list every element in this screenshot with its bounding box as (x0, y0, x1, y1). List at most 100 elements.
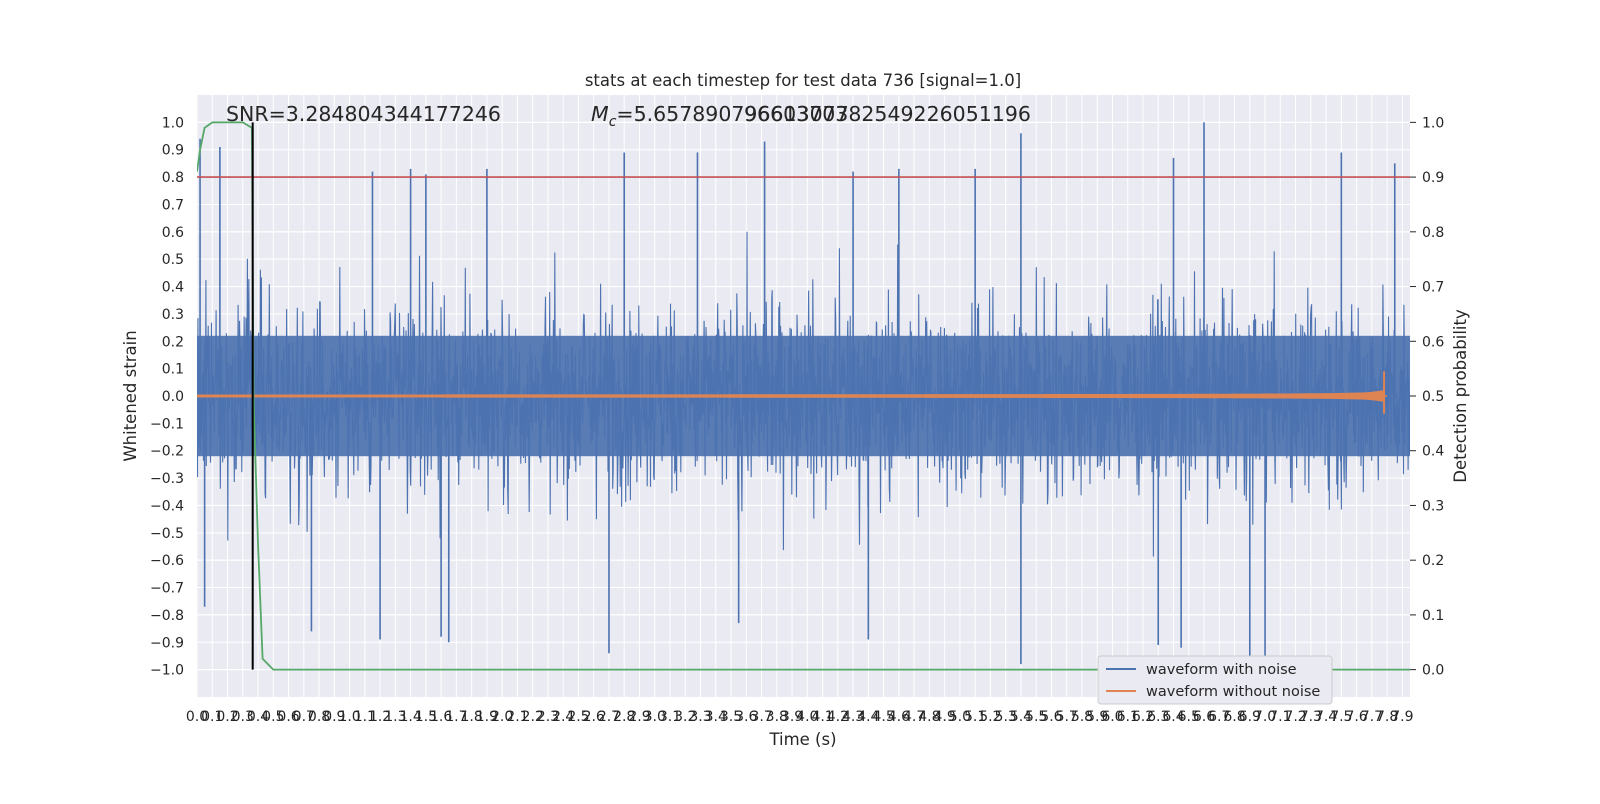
y2-tick-label: 0.4 (1422, 444, 1444, 460)
legend-label-noise: waveform with noise (1146, 662, 1297, 678)
x-tick-label: 2.4 (552, 709, 574, 725)
x-axis-ticks: 0.00.10.20.30.40.50.60.70.80.91.01.11.21… (186, 709, 1414, 725)
x-tick-label: 1.8 (461, 709, 483, 725)
x-tick-label: 5.2 (979, 709, 1001, 725)
x-axis-label: Time (s) (768, 730, 836, 749)
x-tick-label: 4.3 (842, 709, 864, 725)
overlap-annotation: 9660370382549226051196 (744, 102, 1031, 126)
x-tick-label: 3.3 (689, 709, 711, 725)
x-tick-label: 0.2 (216, 709, 238, 725)
x-tick-label: 0.4 (247, 709, 269, 725)
x-tick-label: 4.9 (934, 709, 956, 725)
x-tick-label: 5.9 (1086, 709, 1108, 725)
x-tick-label: 3.6 (735, 709, 757, 725)
x-tick-label: 7.7 (1361, 709, 1383, 725)
x-tick-label: 6.8 (1223, 709, 1245, 725)
x-tick-label: 5.4 (1010, 709, 1032, 725)
y2-tick-label: 0.8 (1422, 225, 1444, 241)
y-tick-label: 0.1 (162, 362, 184, 378)
x-tick-label: 1.2 (369, 709, 391, 725)
x-tick-label: 3.1 (659, 709, 681, 725)
x-tick-label: 1.1 (354, 709, 376, 725)
x-tick-label: 2.0 (491, 709, 513, 725)
y2-tick-label: 0.0 (1422, 663, 1444, 679)
y-tick-label: −1.0 (150, 663, 184, 679)
x-tick-label: 7.9 (1391, 709, 1413, 725)
x-tick-label: 7.8 (1376, 709, 1398, 725)
x-tick-label: 3.2 (674, 709, 696, 725)
y-tick-label: −0.9 (150, 635, 184, 651)
y2-tick-label: 0.3 (1422, 498, 1444, 514)
x-tick-label: 7.4 (1315, 709, 1337, 725)
y-tick-label: −0.8 (150, 608, 184, 624)
y2-tick-label: 0.7 (1422, 280, 1444, 296)
x-tick-label: 4.6 (888, 709, 910, 725)
y2-axis-ticks: 0.0 0.1 0.2 0.3 0.4 0.5 0.6 0.7 0.8 0.9 1.0 (1410, 115, 1444, 679)
x-tick-label: 0.3 (232, 709, 254, 725)
x-tick-label: 7.0 (1254, 709, 1276, 725)
mc-subscript: c (609, 114, 617, 130)
x-tick-label: 7.5 (1330, 709, 1352, 725)
x-tick-label: 6.0 (1101, 709, 1123, 725)
x-tick-label: 1.7 (445, 709, 467, 725)
x-tick-label: 1.3 (384, 709, 406, 725)
x-tick-label: 0.0 (186, 709, 208, 725)
y-tick-label: 0.7 (162, 197, 184, 213)
y-tick-label: −0.1 (150, 416, 184, 432)
x-tick-label: 0.6 (277, 709, 299, 725)
x-tick-label: 1.5 (415, 709, 437, 725)
y-axis-label: Whitened strain (121, 330, 140, 461)
legend-label-clean: waveform without noise (1146, 684, 1320, 700)
y-tick-label: 0.5 (162, 252, 184, 268)
y-tick-label: 0.9 (162, 143, 184, 159)
mc-symbol: M (591, 102, 609, 126)
y2-tick-label: 0.9 (1422, 170, 1444, 186)
x-tick-label: 6.2 (1132, 709, 1154, 725)
y-tick-label: 0.8 (162, 170, 184, 186)
x-tick-label: 2.1 (506, 709, 528, 725)
x-tick-label: 1.9 (476, 709, 498, 725)
x-tick-label: 5.6 (1040, 709, 1062, 725)
probability-line (197, 121, 1410, 671)
x-tick-label: 3.9 (781, 709, 803, 725)
x-tick-label: 1.0 (338, 709, 360, 725)
y2-axis-label: Detection probability (1451, 309, 1470, 483)
x-tick-label: 4.2 (827, 709, 849, 725)
x-tick-label: 3.5 (720, 709, 742, 725)
y2-tick-label: 0.2 (1422, 553, 1444, 569)
y-tick-label: 0.2 (162, 334, 184, 350)
x-tick-label: 6.4 (1162, 709, 1184, 725)
x-tick-label: 7.2 (1284, 709, 1306, 725)
x-tick-label: 6.9 (1239, 709, 1261, 725)
series-detection-probability (197, 121, 1410, 671)
x-tick-label: 5.0 (949, 709, 971, 725)
y-tick-label: −0.3 (150, 471, 184, 487)
chart-title: stats at each timestep for test data 736… (585, 71, 1021, 90)
y-tick-label: −0.7 (150, 581, 184, 597)
x-tick-label: 4.5 (872, 709, 894, 725)
y-tick-label: 0.4 (162, 280, 184, 296)
x-tick-label: 3.7 (750, 709, 772, 725)
x-tick-label: 2.6 (583, 709, 605, 725)
x-tick-label: 3.8 (766, 709, 788, 725)
x-tick-label: 7.1 (1269, 709, 1291, 725)
y-tick-label: −0.5 (150, 526, 184, 542)
y-tick-label: −0.2 (150, 444, 184, 460)
y-tick-label: 0.3 (162, 307, 184, 323)
reference-lines (197, 122, 1410, 670)
x-tick-label: 7.3 (1300, 709, 1322, 725)
y-axis-ticks: −1.0 −0.9 −0.8 −0.7 −0.6 −0.5 −0.4 −0.3 −0.2 −0.1… (150, 115, 184, 678)
x-tick-label: 5.5 (1025, 709, 1047, 725)
x-tick-label: 0.8 (308, 709, 330, 725)
x-tick-label: 4.1 (811, 709, 833, 725)
x-tick-label: 3.4 (705, 709, 727, 725)
x-tick-label: 6.6 (1193, 709, 1215, 725)
x-tick-label: 4.4 (857, 709, 879, 725)
x-tick-label: 4.0 (796, 709, 818, 725)
y-tick-label: 0.0 (162, 389, 184, 405)
y-tick-label: −0.6 (150, 553, 184, 569)
legend-box (1097, 655, 1333, 705)
x-tick-label: 1.6 (430, 709, 452, 725)
x-tick-label: 5.3 (995, 709, 1017, 725)
